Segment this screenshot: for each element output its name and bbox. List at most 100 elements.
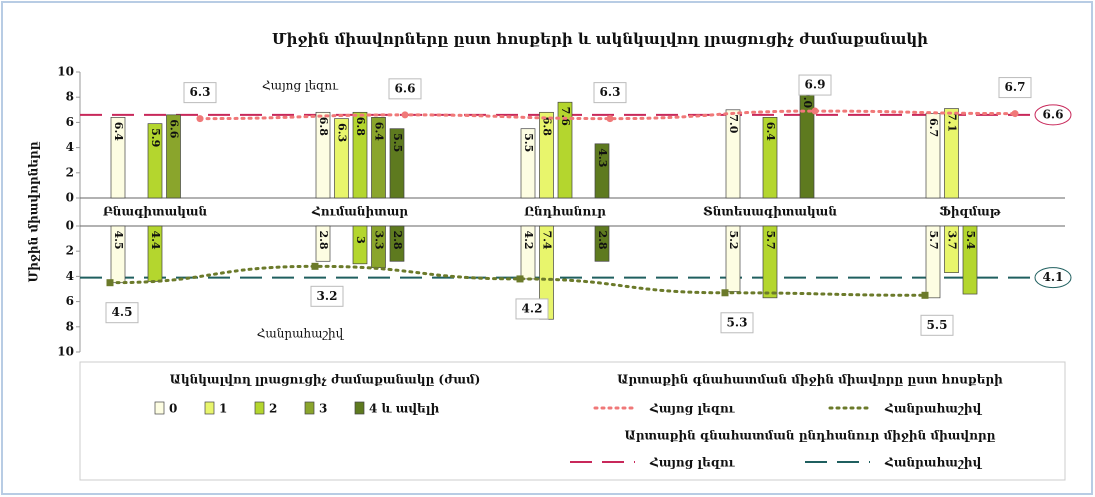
average-value-label: 3.2 (317, 289, 338, 303)
bar-value-label: 6.4 (112, 122, 125, 141)
bar (944, 108, 959, 199)
bar-value-label: 3.7 (946, 230, 959, 249)
average-point (921, 291, 929, 299)
y-tick-label: 2 (66, 244, 74, 258)
bar (315, 225, 331, 262)
average-point (721, 289, 729, 297)
bar (371, 117, 386, 199)
bar-value-label: 5.7 (764, 230, 777, 249)
value-box (515, 298, 549, 320)
average-value-label: 4.2 (522, 301, 543, 315)
y-tick-label: 4 (66, 269, 74, 283)
bar (539, 111, 554, 199)
bar-value-label: 7.4 (541, 230, 554, 249)
overall-average-label: 4.1 (1043, 270, 1064, 284)
bar (352, 111, 368, 199)
bar-value-label: 6.3 (336, 123, 349, 142)
panel-label: Հանրահաշիվ (257, 327, 345, 341)
x-tick-label: Հումանիտար (311, 205, 408, 219)
y-axis-label: Միջին միավորները (27, 141, 41, 282)
average-point (811, 107, 819, 115)
bar-value-label: 5.2 (727, 230, 740, 249)
bar-value-label: 4.5 (112, 230, 125, 249)
bar-value-label: 7.0 (727, 114, 740, 133)
average-point (1011, 110, 1019, 118)
bar (315, 111, 331, 199)
average-point (106, 279, 114, 287)
value-box (183, 82, 217, 104)
bar (389, 128, 405, 199)
legend-swatch (254, 401, 265, 415)
bar-value-label: 2.8 (391, 230, 404, 249)
bar (147, 123, 163, 199)
x-tick-label: Ֆիզմաթ (939, 205, 1000, 219)
average-line (198, 109, 1017, 121)
average-value-label: 6.6 (395, 81, 416, 95)
bar (762, 225, 778, 299)
bar-value-label: 6.4 (764, 122, 777, 141)
legend-swatch (154, 401, 165, 415)
legend-label: 1 (219, 402, 227, 416)
y-tick-label: 0 (66, 219, 74, 233)
bar-value-label: 3.3 (373, 230, 386, 249)
average-value-label: 5.3 (727, 315, 748, 329)
average-value-label: 5.5 (927, 318, 948, 332)
bar-value-label: 4.3 (596, 148, 609, 167)
bar (594, 225, 610, 262)
bar-value-label: 5.5 (391, 133, 404, 152)
chart-title: Միջին միավորները ըստ հոսքերի և ակնկալվող… (272, 30, 928, 48)
y-tick-label: 2 (66, 165, 74, 179)
legend-swatch (354, 401, 365, 415)
legend-swatch (204, 401, 215, 415)
value-box (998, 77, 1032, 99)
y-tick-label: 6 (66, 294, 74, 308)
bar (925, 113, 941, 199)
average-value-label: 4.5 (112, 305, 133, 319)
x-tick-label: Տնտեսագիտական (703, 205, 837, 219)
y-tick-label: 0 (66, 191, 74, 205)
bar-value-label: 6.6 (168, 119, 181, 138)
average-point (311, 262, 319, 270)
average-point (401, 111, 409, 119)
legend-label: Հայոց լեզու (649, 402, 736, 416)
bar-value-label: 6.8 (354, 117, 367, 136)
y-tick-label: 6 (66, 115, 74, 129)
average-value-label: 6.3 (190, 85, 211, 99)
overall-average-label: 6.6 (1043, 107, 1064, 121)
y-tick-label: 4 (66, 140, 74, 154)
panel-label: Հայոց լեզու (262, 79, 339, 93)
legend-label: 0 (169, 402, 177, 416)
bar (371, 225, 386, 268)
average-value-label: 6.7 (1005, 80, 1026, 94)
legend-label: Հանրահաշիվ (884, 456, 983, 470)
legend-label: Հանրահաշիվ (884, 402, 983, 416)
legend-label: Հայոց լեզու (649, 456, 736, 470)
bar-value-label: 6.4 (373, 122, 386, 141)
bar-value-label: 5.9 (149, 128, 162, 147)
value-box (310, 285, 344, 307)
bar-value-label: 6.8 (317, 117, 330, 136)
y-tick-label: 10 (57, 345, 74, 359)
y-tick-label: 8 (66, 319, 74, 333)
x-tick-label: Ընդհանուր (524, 205, 606, 219)
bar-value-label: 5.4 (964, 230, 977, 249)
legend-label: 3 (319, 402, 327, 416)
bar (925, 225, 941, 299)
average-point (606, 115, 614, 123)
bar-value-label: 7.1 (946, 113, 959, 132)
bar (166, 114, 181, 199)
y-tick-label: 8 (66, 90, 74, 104)
value-box (920, 314, 954, 336)
bar-value-label: 5.5 (522, 133, 535, 152)
value-box (105, 302, 139, 324)
average-line (108, 264, 927, 297)
x-tick-label: Բնագիտական (103, 205, 208, 219)
legend-title: Արտաքին գնահատման ընդհանուր միջին միավոր… (625, 429, 996, 443)
bar (762, 117, 778, 199)
value-box (593, 82, 627, 104)
bar (110, 117, 126, 199)
legend-swatch (304, 401, 315, 415)
bar (962, 225, 978, 295)
bar (594, 143, 610, 199)
